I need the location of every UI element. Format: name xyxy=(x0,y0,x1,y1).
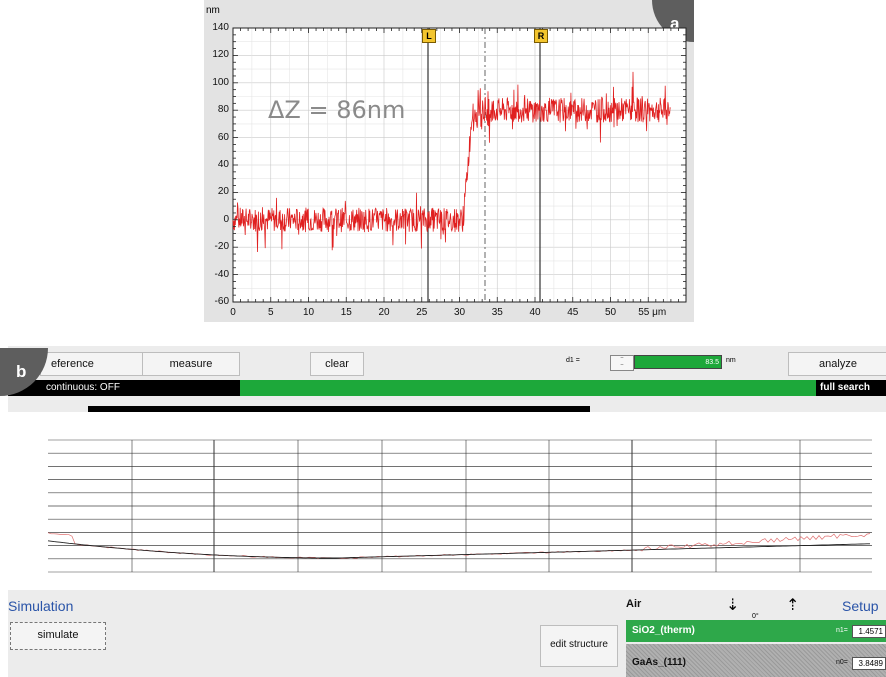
y-tick-label: 40 xyxy=(217,159,229,170)
measure-button[interactable]: measure xyxy=(142,352,240,376)
d1-label: d1 = xyxy=(566,357,580,364)
y-unit-label: nm xyxy=(206,5,220,16)
delta-z-annotation: ΔZ = 86nm xyxy=(268,96,406,124)
x-tick-label: 55 μm xyxy=(638,307,667,318)
cursor-left-marker[interactable]: L xyxy=(422,29,436,43)
reference-button[interactable]: eference xyxy=(40,352,144,376)
ambient-label: Air xyxy=(626,598,642,610)
layer-gaas[interactable] xyxy=(626,644,886,677)
layer-sio2[interactable] xyxy=(626,620,886,642)
profile-chart xyxy=(232,27,687,303)
continuous-status: continuous: OFF xyxy=(46,382,120,393)
layer-gaas-n-label: n0= xyxy=(836,659,848,666)
layer-sio2-n-label: n1= xyxy=(836,627,848,634)
fitted-curve xyxy=(47,540,870,559)
reflected-arrow-icon: ⇡ xyxy=(786,597,800,614)
x-tick-label: 45 xyxy=(567,307,579,318)
d1-unit: nm xyxy=(726,357,736,364)
y-tick-label: 20 xyxy=(217,186,229,198)
x-tick-label: 5 xyxy=(267,307,274,318)
spectrum-plot-area xyxy=(8,412,886,590)
layer-gaas-name: GaAs_(111) xyxy=(632,657,686,668)
x-tick-label: 20 xyxy=(378,307,390,318)
x-tick-label: 40 xyxy=(529,307,541,318)
x-tick-label: 25 xyxy=(416,307,428,318)
progress-bar xyxy=(240,380,816,396)
y-tick-label: 100 xyxy=(212,76,229,88)
d1-value-field[interactable]: 83.5 xyxy=(634,355,722,369)
x-tick-label: 35 xyxy=(491,307,503,318)
analyze-button[interactable]: analyze xyxy=(788,352,886,376)
edit-structure-button[interactable]: edit structure xyxy=(540,625,618,667)
scan-range-bar xyxy=(88,406,590,413)
y-tick-label: -60 xyxy=(214,296,229,307)
layer-sio2-name: SiO2_(therm) xyxy=(632,625,695,636)
y-tick-label: -20 xyxy=(214,241,229,253)
spectrum-chart xyxy=(47,439,872,573)
full-search-button[interactable]: full search xyxy=(820,382,871,393)
height-trace xyxy=(232,71,671,253)
y-tick-label: 80 xyxy=(217,104,229,116)
y-tick-label: 0 xyxy=(223,213,229,225)
layer-sio2-n-field[interactable]: 1.4571 xyxy=(852,625,886,638)
simulate-button[interactable]: simulate xyxy=(10,622,106,650)
d1-stepper[interactable]: ⁻ ⁻ xyxy=(610,355,634,371)
x-tick-label: 50 xyxy=(604,307,617,318)
x-tick-label: 30 xyxy=(453,307,466,318)
x-tick-label: 15 xyxy=(340,307,352,318)
y-tick-label: 120 xyxy=(212,49,229,61)
setup-title: Setup xyxy=(842,598,879,614)
x-tick-label: 0 xyxy=(230,307,236,318)
cursor-right-marker[interactable]: R xyxy=(534,29,548,43)
y-tick-label: -40 xyxy=(214,268,229,280)
y-tick-label: 140 xyxy=(212,22,229,33)
layer-gaas-n-field[interactable]: 3.8489 xyxy=(852,657,886,670)
simulation-title: Simulation xyxy=(8,598,74,614)
y-tick-label: 60 xyxy=(217,131,229,143)
incident-arrow-icon: ⇣ xyxy=(726,597,740,614)
x-tick-label: 10 xyxy=(302,307,315,318)
clear-button[interactable]: clear xyxy=(310,352,364,376)
angle-label: 0° xyxy=(752,613,759,620)
